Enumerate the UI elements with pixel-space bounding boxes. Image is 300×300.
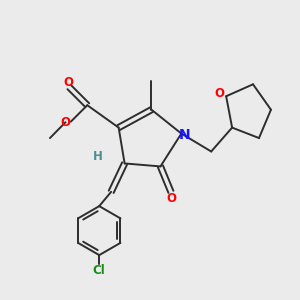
Text: O: O [61,116,70,129]
Text: O: O [214,87,225,100]
Text: O: O [63,76,73,89]
Text: N: N [179,128,191,142]
Text: O: O [166,192,176,205]
Text: Cl: Cl [93,264,106,277]
Text: H: H [93,150,103,163]
